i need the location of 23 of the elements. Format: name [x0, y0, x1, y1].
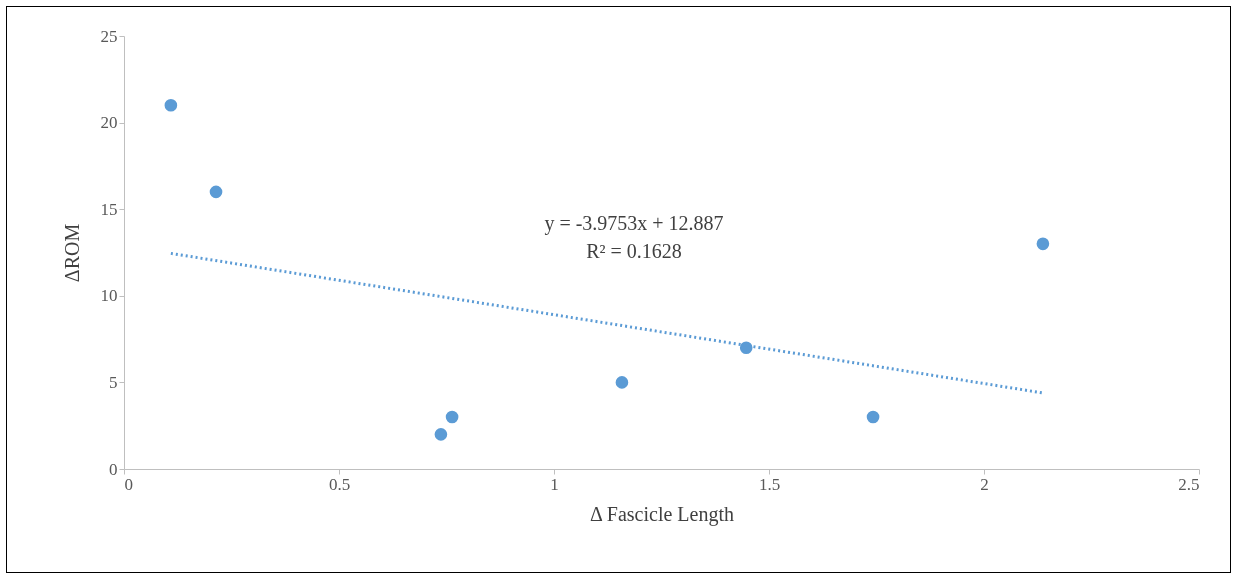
annotation: R² = 0.1628	[586, 240, 682, 262]
x-tick-label: 2.5	[1178, 474, 1200, 494]
x-tick-label: 1.5	[758, 474, 781, 494]
x-tick-label: 0	[124, 474, 133, 494]
y-tick-label: 0	[109, 459, 118, 479]
y-tick-label: 5	[109, 372, 118, 392]
y-axis-title: ΔROM	[60, 223, 83, 283]
point	[209, 185, 223, 199]
y-tick-label: 20	[100, 113, 118, 133]
y-tick-label: 10	[100, 286, 118, 306]
x-tick-label: 2	[980, 474, 989, 494]
annotation: y = -3.9753x + 12.887	[544, 212, 724, 235]
x-tick-label: 1	[550, 474, 559, 494]
point	[164, 98, 178, 112]
x-tick-label: 0.5	[328, 474, 351, 494]
point	[434, 428, 448, 441]
y-tick-label: 15	[100, 199, 118, 219]
point	[615, 376, 629, 389]
x-axis-title: Δ Fascicle Length	[590, 502, 734, 526]
point	[866, 410, 880, 424]
y-tick-label: 25	[100, 26, 118, 46]
point	[1036, 237, 1050, 251]
point	[445, 410, 459, 424]
